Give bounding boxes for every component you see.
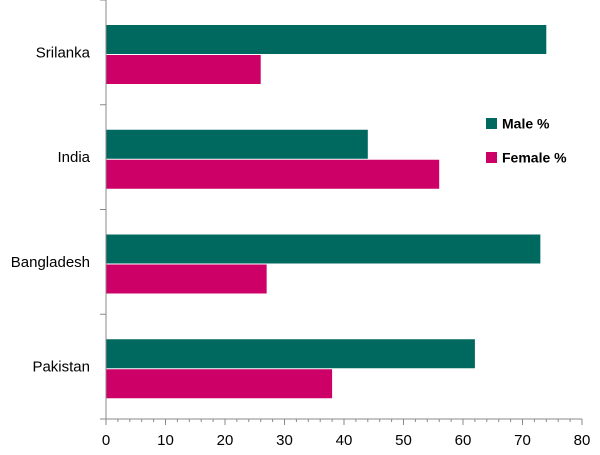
- legend-swatch-female: [486, 152, 497, 163]
- x-tick-label: 40: [336, 432, 353, 449]
- category-label-india: India: [57, 149, 90, 166]
- bar-srilanka-male: [106, 25, 547, 54]
- category-labels-layer: Srilanka India Bangladesh Pakistan: [11, 44, 91, 375]
- x-tick-label: 70: [514, 432, 531, 449]
- category-label-bangladesh: Bangladesh: [11, 254, 90, 271]
- x-tick-label: 50: [395, 432, 412, 449]
- x-tick-label: 20: [217, 432, 234, 449]
- bar-bangladesh-female: [106, 264, 267, 294]
- x-tick-label: 30: [276, 432, 293, 449]
- bar-pakistan-male: [106, 339, 475, 369]
- x-tick-label: 0: [102, 432, 110, 449]
- legend-label-female: Female %: [502, 150, 567, 166]
- bars-layer: [106, 25, 547, 399]
- category-label-pakistan: Pakistan: [32, 359, 90, 376]
- bar-india-male: [106, 129, 368, 159]
- bar-india-female: [106, 159, 440, 189]
- category-label-srilanka: Srilanka: [36, 44, 91, 61]
- bar-pakistan-female: [106, 369, 333, 399]
- bar-bangladesh-male: [106, 234, 541, 264]
- legend-label-male: Male %: [502, 116, 550, 132]
- x-tick-label: 80: [574, 432, 591, 449]
- x-tick-label: 10: [157, 432, 174, 449]
- ticks-layer: 0 10 20 30 40 50 60 70 80: [100, 0, 590, 449]
- bar-srilanka-female: [106, 55, 261, 84]
- legend: Male % Female %: [486, 116, 567, 166]
- x-tick-label: 60: [455, 432, 472, 449]
- legend-swatch-male: [486, 118, 497, 129]
